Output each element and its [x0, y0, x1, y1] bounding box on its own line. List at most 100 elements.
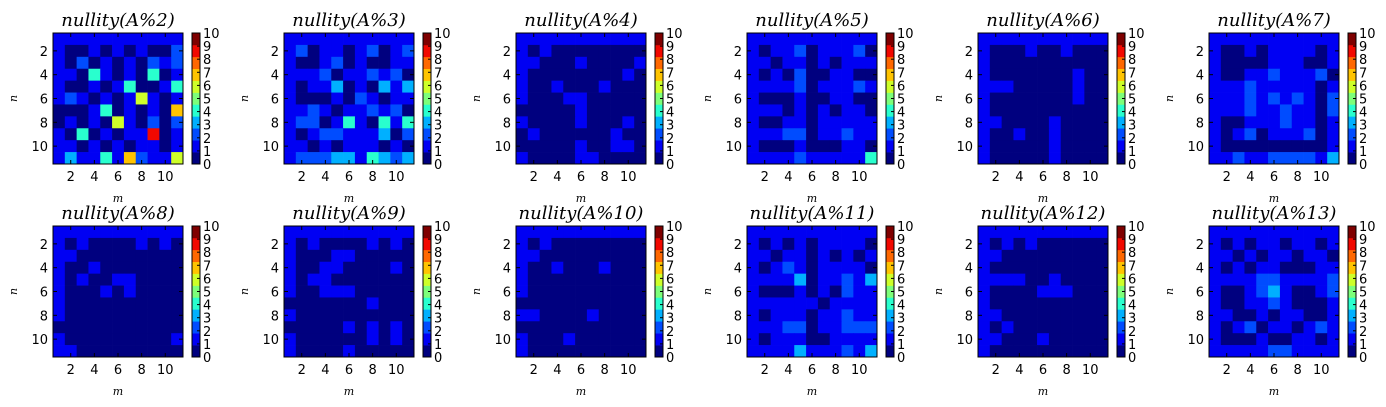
- heatmap-cell: [366, 297, 379, 310]
- heatmap-cell: [307, 56, 320, 70]
- colorbar-tick-label: 10: [1359, 27, 1376, 42]
- heatmap-cell: [527, 261, 540, 274]
- heatmap-cell: [1025, 321, 1038, 334]
- heatmap-cell: [747, 128, 760, 141]
- heatmap-cell: [516, 273, 529, 286]
- heatmap-cell: [1037, 33, 1050, 46]
- heatmap-cell: [598, 297, 611, 310]
- chart-title: nullity(A%13): [1212, 203, 1337, 224]
- heatmap-cell: [539, 273, 552, 286]
- heatmap-cell: [1037, 140, 1050, 153]
- heatmap-cell: [366, 116, 379, 129]
- heatmap-cell: [1013, 273, 1026, 286]
- heatmap-cell: [758, 249, 771, 263]
- heatmap-cell: [806, 345, 819, 358]
- heatmap-cell: [622, 128, 635, 141]
- heatmap-cell: [551, 68, 564, 81]
- heatmap-cell: [307, 273, 320, 286]
- x-tick-label: 4: [321, 170, 329, 185]
- x-tick-label: 4: [553, 170, 561, 185]
- heatmap-cell: [1048, 345, 1062, 358]
- colorbar-segment: [192, 80, 200, 93]
- heatmap-cell: [1209, 104, 1222, 117]
- heatmap-cell: [1084, 44, 1097, 58]
- heatmap-cell: [794, 128, 807, 141]
- heatmap-cell: [841, 333, 854, 346]
- heatmap-cell: [770, 116, 783, 129]
- heatmap-cell: [1048, 33, 1062, 46]
- heatmap-cell: [1268, 237, 1281, 251]
- heatmap-cell: [782, 33, 795, 46]
- heatmap-cell: [366, 249, 379, 263]
- heatmap-cell: [112, 33, 125, 46]
- heatmap-cell: [135, 116, 148, 129]
- heatmap-cell: [978, 80, 991, 93]
- heatmap-cell: [147, 140, 160, 153]
- heatmap-cell: [622, 309, 635, 322]
- colorbar-tick-label: 3: [666, 119, 674, 134]
- heatmap-cell: [1048, 249, 1062, 263]
- heatmap-cell: [88, 321, 101, 334]
- heatmap-cell: [295, 321, 308, 334]
- heatmap-cell: [366, 104, 379, 117]
- heatmap-cell: [989, 273, 1002, 286]
- heatmap-cell: [53, 273, 66, 286]
- colorbar-tick-label: 4: [897, 106, 905, 121]
- colorbar-segment: [655, 261, 663, 274]
- colorbar-segment: [1117, 80, 1125, 93]
- heatmap-cell: [1291, 140, 1304, 153]
- heatmap-cell: [402, 285, 415, 298]
- heatmap-cell: [295, 104, 308, 117]
- colorbar-segment: [1117, 116, 1125, 129]
- colorbar-tick-label: 0: [897, 351, 905, 366]
- colorbar-tick-label: 1: [434, 338, 442, 353]
- heatmap-cell: [841, 104, 854, 117]
- colorbar-tick-label: 8: [1359, 53, 1367, 68]
- heatmap-cell: [1220, 152, 1233, 165]
- heatmap-cell: [1291, 249, 1304, 263]
- colorbar-segment: [192, 226, 200, 239]
- heatmap-cell: [563, 345, 576, 358]
- colorbar-tick-label: 3: [434, 119, 442, 134]
- colorbar-tick-label: 2: [1359, 132, 1367, 147]
- heatmap-cell: [1220, 44, 1233, 58]
- heatmap-cell: [1220, 33, 1233, 46]
- heatmap-cell: [794, 104, 807, 117]
- heatmap-cell: [610, 152, 623, 165]
- colorbar-segment: [655, 68, 663, 81]
- heatmap-cell: [378, 249, 391, 263]
- heatmap-cell: [1232, 33, 1245, 46]
- heatmap-cell: [135, 273, 148, 286]
- heatmap-cell: [539, 104, 552, 117]
- heatmap-cell: [747, 249, 760, 263]
- heatmap-cell: [1268, 226, 1281, 239]
- colorbar-tick-label: 8: [666, 246, 674, 261]
- heatmap-cell: [1048, 152, 1062, 165]
- heatmap-cell: [1315, 249, 1328, 263]
- heatmap-cell: [1209, 140, 1222, 153]
- heatmap-cell: [402, 92, 415, 105]
- colorbar-tick-label: 6: [666, 272, 674, 287]
- colorbar-segment: [1117, 285, 1125, 298]
- heatmap-cell: [135, 44, 148, 58]
- colorbar-segment: [1348, 140, 1356, 153]
- heatmap-cell: [747, 68, 760, 81]
- heatmap-cell: [829, 273, 842, 286]
- heatmap-cell: [1084, 226, 1097, 239]
- heatmap-cell: [817, 152, 831, 165]
- heatmap-cell: [853, 309, 866, 322]
- colorbar-tick-label: 7: [203, 66, 211, 81]
- heatmap-cell: [64, 128, 77, 141]
- heatmap-cell: [598, 285, 611, 298]
- heatmap-cell: [634, 33, 647, 46]
- heatmap-cell: [1256, 116, 1269, 129]
- colorbar-segment: [1348, 104, 1356, 117]
- colorbar-segment: [1348, 261, 1356, 274]
- heatmap-cell: [978, 297, 991, 310]
- heatmap-cell: [390, 140, 403, 153]
- heatmap-cell: [366, 140, 379, 153]
- heatmap-cell: [782, 80, 795, 93]
- colorbar-tick-label: 3: [203, 119, 211, 134]
